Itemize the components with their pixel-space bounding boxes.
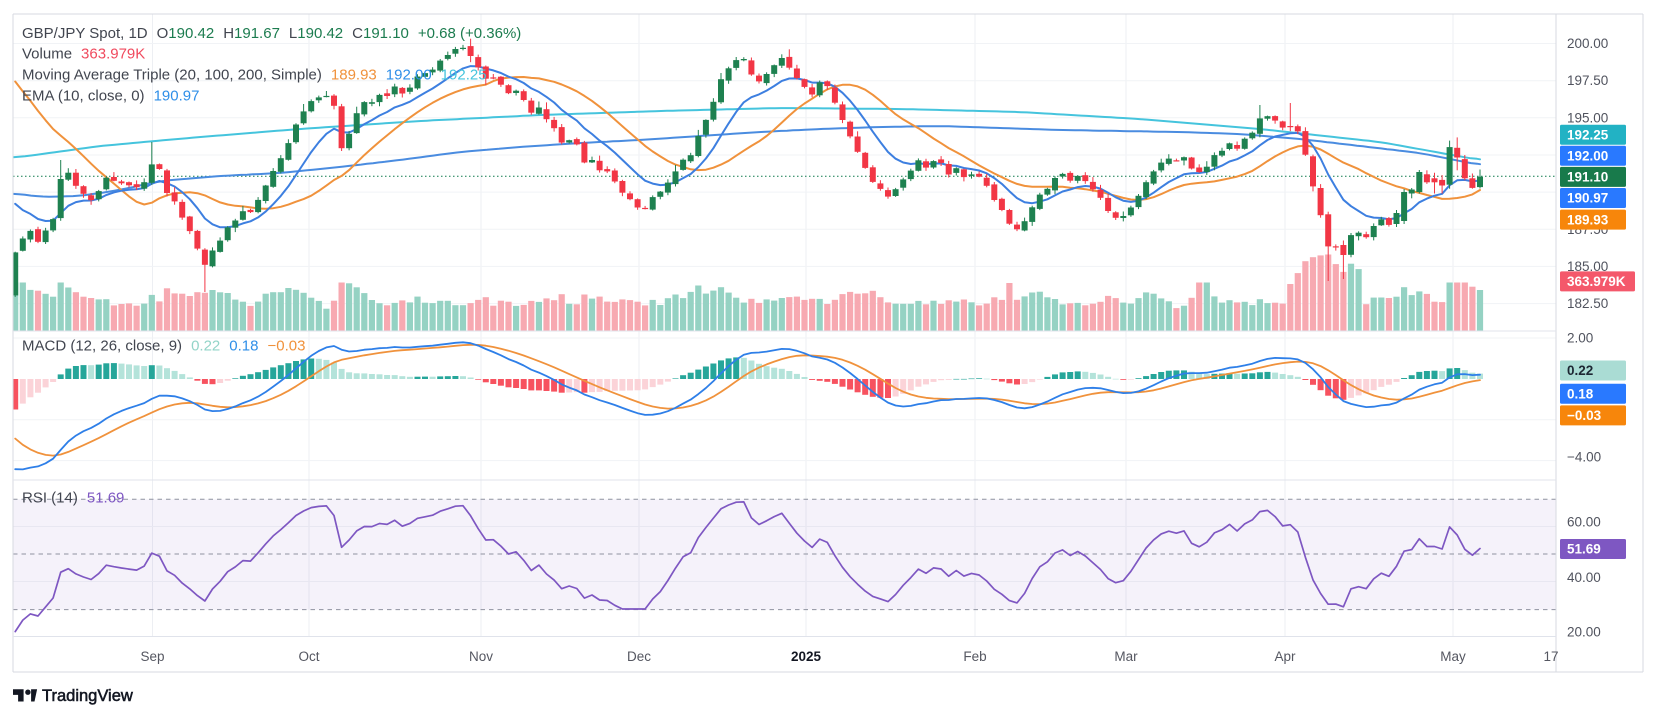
svg-text:40.00: 40.00 — [1567, 570, 1601, 585]
svg-text:Sep: Sep — [140, 649, 164, 664]
svg-text:Apr: Apr — [1274, 649, 1296, 664]
svg-text:60.00: 60.00 — [1567, 515, 1601, 530]
svg-text:182.50: 182.50 — [1567, 296, 1608, 311]
svg-text:197.50: 197.50 — [1567, 73, 1608, 88]
svg-text:−4.00: −4.00 — [1567, 450, 1601, 465]
svg-text:TradingView: TradingView — [42, 687, 133, 705]
svg-text:EMA (10, close, 0)190.97: EMA (10, close, 0) 190.97 — [22, 88, 199, 105]
svg-text:195.00: 195.00 — [1567, 110, 1608, 125]
svg-text:Oct: Oct — [298, 649, 319, 664]
svg-text:Feb: Feb — [963, 649, 986, 664]
svg-text:−0.03: −0.03 — [1567, 408, 1602, 423]
svg-text:RSI (14)51.69: RSI (14) 51.69 — [22, 490, 124, 507]
svg-text:192.00: 192.00 — [1567, 149, 1608, 164]
svg-text:0.18: 0.18 — [1567, 387, 1594, 402]
svg-text:190.97: 190.97 — [1567, 191, 1608, 206]
svg-text:191.10: 191.10 — [1567, 170, 1608, 185]
svg-text:20.00: 20.00 — [1567, 625, 1601, 640]
svg-text:192.25: 192.25 — [1567, 127, 1609, 142]
svg-text:363.979K: 363.979K — [1567, 274, 1626, 289]
svg-text:17: 17 — [1543, 649, 1558, 664]
svg-text:May: May — [1440, 649, 1466, 664]
svg-text:185.00: 185.00 — [1567, 259, 1608, 274]
svg-text:51.69: 51.69 — [1567, 542, 1601, 557]
svg-text:Moving Average Triple (20, 100: Moving Average Triple (20, 100, 200, Sim… — [22, 67, 487, 84]
svg-text:2025: 2025 — [791, 649, 822, 664]
svg-text:2.00: 2.00 — [1567, 331, 1593, 346]
svg-text:200.00: 200.00 — [1567, 36, 1608, 51]
svg-text:MACD (12, 26, close, 9)0.220.1: MACD (12, 26, close, 9) 0.22 0.18 −0.03 — [22, 338, 305, 355]
svg-text:0.22: 0.22 — [1567, 363, 1593, 378]
svg-text:Nov: Nov — [469, 649, 493, 664]
svg-text:Dec: Dec — [627, 649, 651, 664]
svg-text:Mar: Mar — [1114, 649, 1138, 664]
svg-text:189.93: 189.93 — [1567, 212, 1609, 227]
